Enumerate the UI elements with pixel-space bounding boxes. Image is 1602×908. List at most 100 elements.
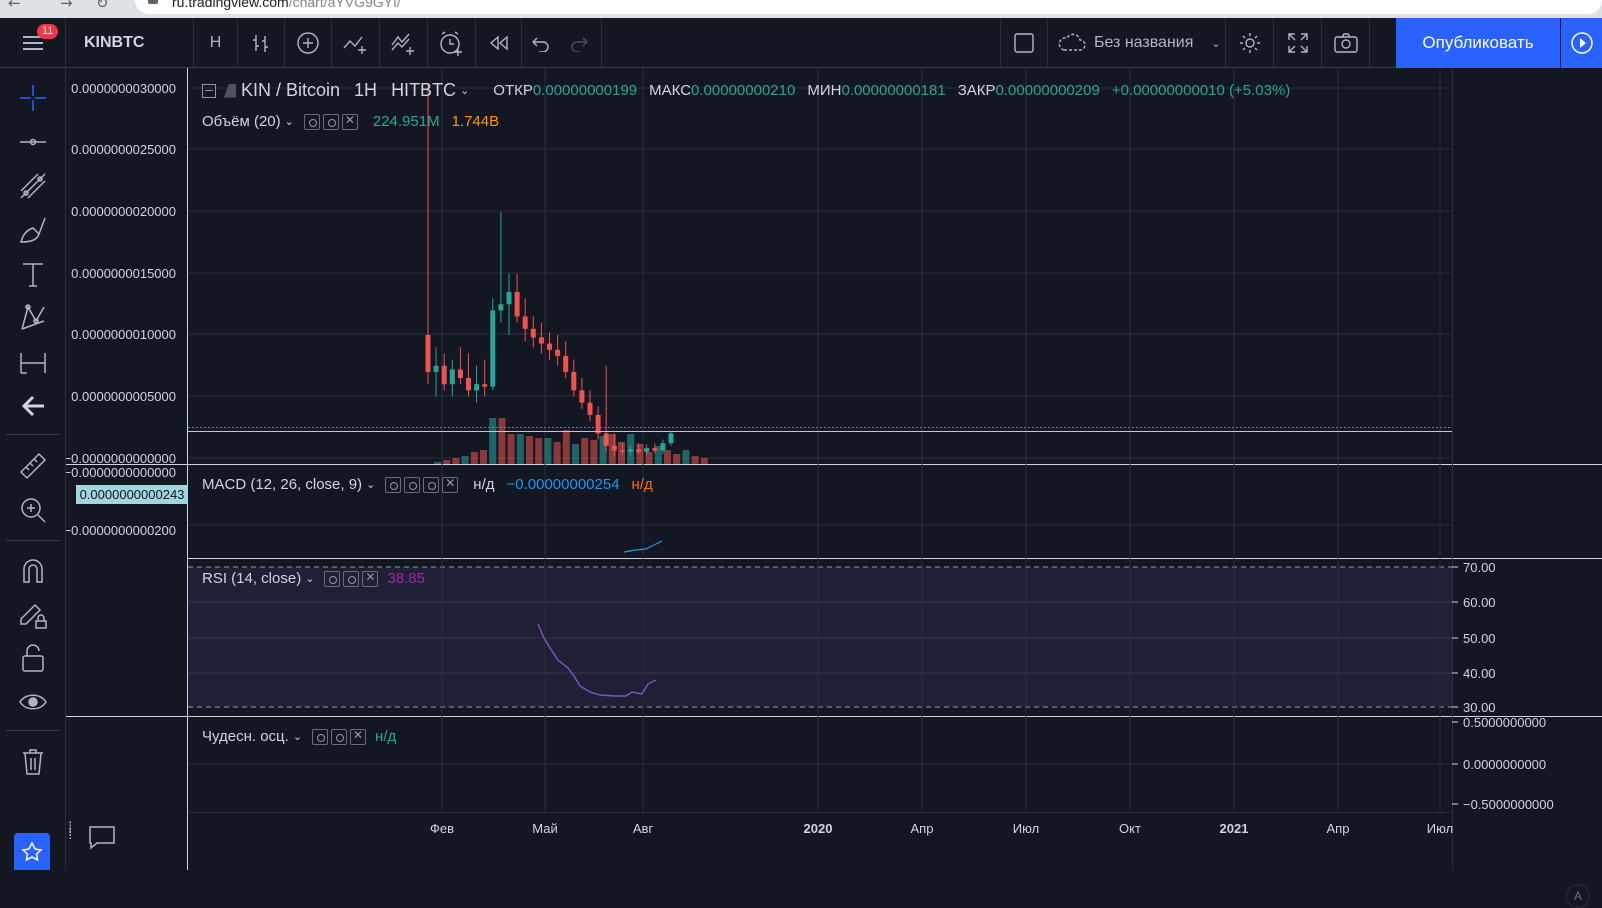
visibility-icon[interactable] [385, 476, 402, 493]
candle-body [563, 355, 569, 372]
alert-button[interactable] [428, 18, 476, 68]
volume-bar [507, 434, 515, 464]
address-pill[interactable] [135, 0, 1602, 14]
text-tool[interactable] [0, 252, 66, 296]
chevron-down-icon[interactable]: ⌄ [305, 573, 315, 585]
candle-body [449, 369, 455, 385]
add-compare-icon [297, 32, 319, 54]
remove-drawings-button[interactable] [0, 740, 66, 784]
layout-select-button[interactable] [1000, 18, 1048, 68]
indicators-button[interactable] [332, 18, 380, 68]
visibility-icon[interactable] [324, 570, 341, 587]
auto-scale-button[interactable]: A [1566, 884, 1590, 908]
close-icon[interactable] [442, 476, 459, 493]
settings-icon[interactable] [404, 476, 421, 493]
back-arrow-button[interactable] [0, 384, 66, 428]
close-icon[interactable] [362, 570, 379, 587]
settings-icon[interactable] [343, 570, 360, 587]
chevron-down-icon[interactable]: ⌄ [460, 85, 470, 97]
visibility-icon[interactable] [312, 728, 329, 745]
macd-value: −0.00000000254 [506, 476, 620, 493]
undo-button[interactable] [522, 18, 558, 68]
url-text[interactable]: ru.tradingview.com/chart/aYVG9GYI/ [172, 0, 401, 10]
chevron-down-icon[interactable]: ⌄ [292, 731, 303, 743]
legend-exchange[interactable]: HITBTC [391, 80, 457, 100]
ao-indicator-name[interactable]: Чудесн. осц. [202, 728, 289, 745]
legend-low-label: МИН [807, 82, 842, 99]
reload-icon[interactable]: ↻ [96, 0, 109, 12]
chart-container[interactable]: 0.0000000030000 0.0000000025000 0.00000000… [66, 68, 1602, 908]
macd-axis-label: −0.0000000000000 [66, 465, 176, 480]
rsi-axis-label: 40.00 [1463, 666, 1496, 681]
unlock-tool[interactable] [0, 636, 66, 680]
volume-ma-value: 1.744B [451, 113, 500, 130]
chart-style-button[interactable] [238, 18, 285, 68]
chevron-down-icon: ⌄ [1211, 37, 1221, 50]
volume-bar [590, 440, 598, 464]
drag-handle-icon[interactable]: ⁞ ⁞ [68, 820, 73, 843]
candle-body [506, 291, 512, 305]
financials-button[interactable] [380, 18, 428, 68]
volume-indicator-name[interactable]: Объём (20) [202, 113, 281, 130]
volume-bar [498, 418, 506, 464]
snapshot-button[interactable] [1322, 18, 1370, 68]
settings-icon[interactable] [322, 113, 339, 130]
layout-name-button[interactable]: Без названия ⌄ [1048, 18, 1226, 68]
main-menu-button[interactable]: 11 [0, 18, 66, 68]
toolbar-divider [6, 540, 60, 541]
layout-name-text: Без названия [1094, 34, 1194, 51]
zoom-in-icon [21, 498, 46, 523]
lock-drawing-tool[interactable] [0, 592, 66, 636]
trend-lines-tool[interactable] [0, 164, 66, 208]
symbol-search-button[interactable]: KINBTC [66, 18, 194, 68]
publish-button[interactable]: Опубликовать [1396, 18, 1560, 68]
close-icon[interactable] [341, 113, 358, 130]
ao-legend: Чудесн. осц. ⌄ н/д [202, 728, 396, 746]
crosshair-tool[interactable] [0, 76, 66, 120]
fullscreen-button[interactable] [1274, 18, 1322, 68]
layout-icon [1014, 33, 1034, 53]
chevron-down-icon[interactable]: ⌄ [366, 479, 376, 491]
time-axis-label: Май [532, 821, 557, 836]
settings-icon[interactable] [331, 728, 348, 745]
chat-button[interactable] [82, 822, 122, 852]
candle-body [668, 433, 674, 444]
forward-icon[interactable]: → [60, 0, 73, 12]
candle-body [514, 291, 520, 317]
legend-close-value: 0.00000000209 [995, 82, 1100, 99]
redo-button[interactable] [558, 18, 602, 68]
visibility-icon[interactable] [303, 113, 320, 130]
price-candles [425, 82, 674, 456]
ruler-icon [19, 452, 47, 480]
replay-button[interactable] [476, 18, 522, 68]
candle-body [603, 433, 609, 446]
ao-axis-label: −0.5000000000 [1463, 797, 1554, 812]
chart-canvas[interactable]: 0.0000000030000 0.0000000025000 0.00000000… [66, 68, 1602, 870]
replay-icon [489, 35, 508, 51]
ruler-tool[interactable] [0, 444, 66, 488]
chevron-down-icon[interactable]: ⌄ [284, 116, 294, 128]
legend-pair[interactable]: KIN / Bitcoin [241, 80, 341, 100]
magnet-tool[interactable] [0, 548, 66, 592]
time-axis-label: Июл [1013, 821, 1039, 836]
source-code-icon[interactable] [423, 476, 440, 493]
measure-tool[interactable] [0, 340, 66, 384]
zoom-in-tool[interactable] [0, 488, 66, 532]
rsi-indicator-name[interactable]: RSI (14, close) [202, 570, 302, 587]
compare-button[interactable] [285, 18, 332, 68]
settings-button[interactable] [1226, 18, 1274, 68]
horizontal-line-tool[interactable] [0, 120, 66, 164]
visibility-tool[interactable] [0, 680, 66, 724]
collapse-legend-icon[interactable] [202, 83, 216, 98]
brush-tool[interactable] [0, 208, 66, 252]
candle-body [538, 337, 544, 344]
publish-menu-button[interactable] [1561, 18, 1602, 68]
close-icon[interactable] [350, 728, 367, 745]
interval-button[interactable]: H [194, 18, 238, 68]
rsi-axis-label: 50.00 [1463, 631, 1496, 646]
volume-bar [526, 436, 533, 464]
macd-indicator-name[interactable]: MACD (12, 26, close, 9) [202, 476, 363, 493]
back-icon[interactable]: ← [8, 0, 21, 12]
pattern-tool[interactable] [0, 296, 66, 340]
favorites-button[interactable] [14, 833, 50, 870]
